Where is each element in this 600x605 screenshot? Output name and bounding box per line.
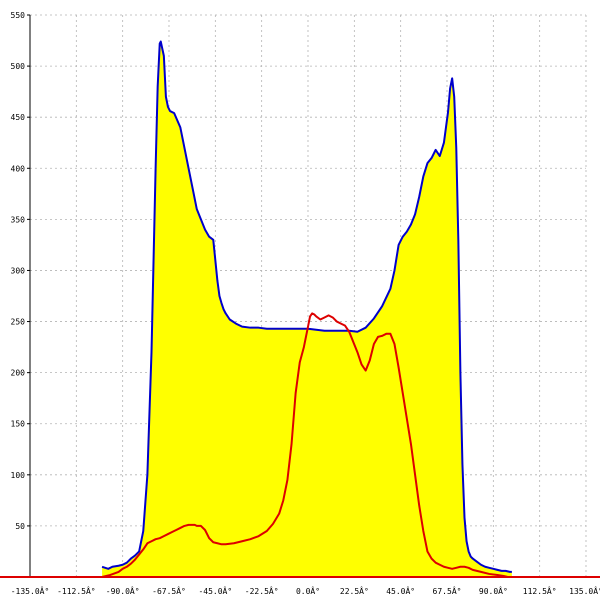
y-tick-label: 50 bbox=[15, 522, 25, 531]
y-tick-label: 500 bbox=[11, 62, 26, 71]
series-line-1 bbox=[101, 40, 512, 573]
y-tick-label: 350 bbox=[11, 215, 26, 224]
y-tick-label: 100 bbox=[11, 471, 26, 480]
x-tick-label: 0.0Â° bbox=[296, 585, 320, 596]
series-lines bbox=[101, 40, 512, 578]
x-tick-label: -90.0Â° bbox=[106, 585, 140, 596]
y-tick-label: 150 bbox=[11, 420, 26, 429]
y-tick-label: 250 bbox=[11, 318, 26, 327]
x-tick-label: -67.5Â° bbox=[152, 585, 186, 596]
y-tick-label: 400 bbox=[11, 164, 26, 173]
x-tick-label: 67.5Â° bbox=[433, 585, 462, 596]
x-tick-label: 90.0Â° bbox=[479, 585, 508, 596]
x-tick-label: 22.5Â° bbox=[340, 585, 369, 596]
y-tick-label: 300 bbox=[11, 266, 26, 275]
series-area-1 bbox=[102, 41, 512, 577]
x-tick-label: 45.0Â° bbox=[386, 585, 415, 596]
x-tick-label: -135.0Â° bbox=[11, 585, 50, 596]
y-tick-label: 200 bbox=[11, 369, 26, 378]
x-tick-label: 135.0Â° bbox=[569, 585, 600, 596]
y-tick-labels: 50 100 150 200 250 300 350 400 450 500 550 bbox=[11, 11, 26, 531]
x-tick-label: -45.0Â° bbox=[198, 585, 232, 596]
x-tick-label: -22.5Â° bbox=[245, 585, 279, 596]
y-tick-label: 450 bbox=[11, 113, 26, 122]
series-areas bbox=[102, 41, 512, 577]
y-tick-label: 550 bbox=[11, 11, 26, 20]
x-tick-label: 112.5Â° bbox=[523, 585, 557, 596]
series-line-2 bbox=[101, 312, 512, 578]
x-tick-labels: -135.0Â° -112.5Â° -90.0Â° -67.5Â° -45.0Â° -22… bbox=[11, 585, 600, 596]
x-tick-label: -112.5Â° bbox=[57, 585, 96, 596]
axes bbox=[0, 14, 600, 578]
